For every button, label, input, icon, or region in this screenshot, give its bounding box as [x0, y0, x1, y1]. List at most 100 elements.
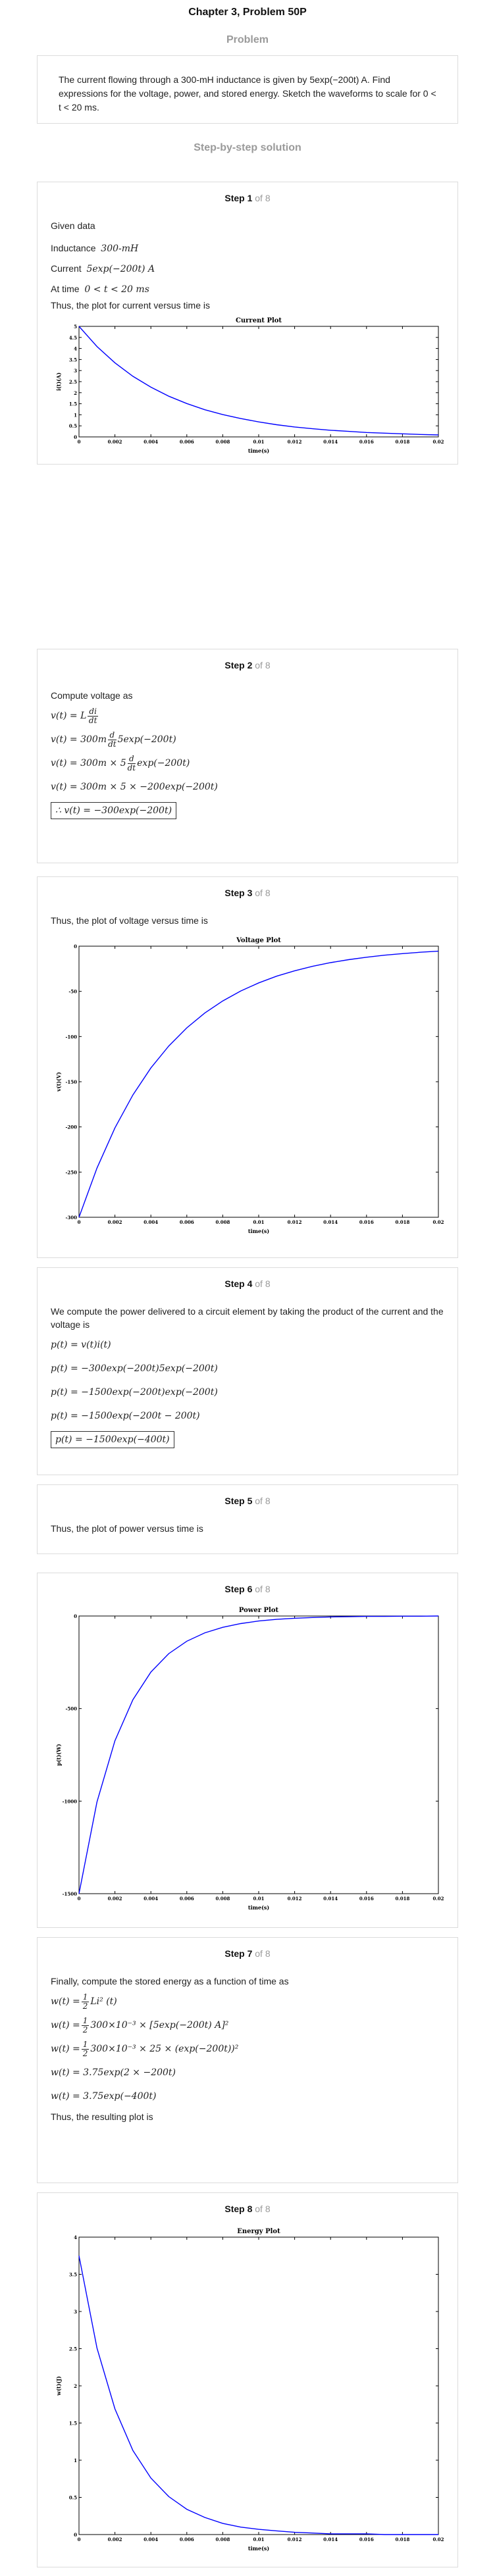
y-tick-label: 2.5	[69, 2346, 77, 2352]
solution-heading: Step-by-step solution	[194, 142, 301, 153]
step-4-card: Step 4 of 8 We compute the power deliver…	[37, 1267, 458, 1475]
step-7-card: Step 7 of 8 Finally, compute the stored …	[37, 1937, 458, 2183]
step-6-card: Step 6 of 8	[37, 1573, 458, 1928]
plot-frame	[78, 2236, 439, 2535]
y-tick-label: 3	[74, 368, 77, 374]
x-tick-label: 0.002	[108, 439, 122, 445]
chart-title: Power Plot	[239, 1607, 279, 1614]
series-line	[78, 326, 439, 436]
plot-frame	[78, 326, 439, 438]
y-tick-label: -150	[65, 1079, 77, 1085]
series-line	[78, 950, 439, 1218]
y-tick-label: 0.5	[69, 2495, 77, 2501]
x-axis-label: time(s)	[248, 2545, 270, 2552]
power-eq-2: p(t) = −300exp(−200t)5exp(−200t)	[51, 1363, 218, 1374]
step-title: Step 5 of 8	[224, 1496, 271, 1506]
x-tick-label: 0.004	[143, 439, 158, 445]
y-tick-label: 1	[74, 2458, 77, 2463]
x-axis-label: time(s)	[248, 447, 270, 454]
voltage-eq-2: v(t) = 300m d dt 5exp(−200t)	[51, 730, 176, 749]
power-result: p(t) = −1500exp(−400t)	[51, 1430, 444, 1450]
x-tick-label: 0.016	[359, 2537, 374, 2542]
x-tick-label: 0.008	[215, 1896, 230, 1902]
y-tick-label: 0.5	[69, 423, 77, 429]
x-tick-label: 0.006	[180, 439, 194, 445]
energy-eq-4: w(t) = 3.75exp(2 × −200t)	[51, 2067, 176, 2078]
page-title: Chapter 3, Problem 50P	[188, 7, 307, 18]
x-tick-label: 0.02	[432, 2537, 444, 2542]
x-tick-label: 0.008	[215, 1219, 230, 1225]
problem-text: The current flowing through a 300-mH ind…	[59, 74, 436, 113]
energy-eq-2: w(t) = 1 2 300×10⁻³ × [5exp(−200t) A]²	[51, 2015, 229, 2034]
x-tick-label: 0.002	[108, 1219, 122, 1225]
x-tick-label: 0.012	[288, 1896, 302, 1902]
problem-box: The current flowing through a 300-mH ind…	[37, 55, 458, 124]
step-5-card: Step 5 of 8 Thus, the plot of power vers…	[37, 1484, 458, 1554]
step-title: Step 1 of 8	[224, 193, 271, 203]
step-title: Step 7 of 8	[224, 1948, 271, 1959]
y-tick-label: 5	[74, 324, 77, 330]
x-tick-label: 0.018	[395, 439, 409, 445]
time-line: At time 0 < t < 20 ms	[51, 284, 149, 295]
x-tick-label: 0.006	[180, 1219, 194, 1225]
step-8-card: Step 8 of 8	[37, 2192, 458, 2567]
step-title: Step 6 of 8	[224, 1584, 271, 1594]
x-axis-label: time(s)	[248, 1228, 270, 1234]
y-tick-label: 1.5	[69, 2421, 77, 2427]
plot-frame	[78, 946, 439, 1218]
plot-intro: Thus, the plot for current versus time i…	[51, 300, 210, 311]
y-tick-label: 4	[74, 2235, 77, 2240]
current-line: Current 5exp(−200t) A	[51, 263, 155, 274]
y-tick-label: -50	[68, 989, 77, 995]
y-tick-label: 2	[74, 2383, 77, 2389]
step-title: Step 4 of 8	[224, 1278, 271, 1289]
energy-plot: Energy Plot 0 0.002 0.004 0.006 0.008 0.01 0.01…	[55, 2228, 444, 2552]
x-tick-label: 0.014	[323, 1219, 338, 1225]
energy-eq-1: w(t) = 1 2 Li² (t)	[51, 1992, 117, 2011]
x-tick-label: 0.006	[180, 2537, 194, 2542]
step4-intro: We compute the power delivered to a circ…	[51, 1306, 444, 1330]
x-tick-label: 0.004	[143, 1219, 158, 1225]
x-tick-label: 0.018	[395, 1219, 409, 1225]
x-tick-label: 0.004	[143, 1896, 158, 1902]
y-tick-label: 2.5	[69, 379, 77, 385]
step3-intro: Thus, the plot of voltage versus time is	[51, 915, 208, 926]
y-tick-label: 0	[74, 944, 77, 949]
voltage-eq-3: v(t) = 300m × 5 d dt exp(−200t)	[51, 753, 190, 772]
step-title: Step 8 of 8	[224, 2204, 271, 2214]
step2-intro: Compute voltage as	[51, 690, 133, 701]
y-tick-label: 4	[74, 346, 77, 352]
y-tick-label: -200	[65, 1124, 77, 1130]
power-eq-4: p(t) = −1500exp(−200t − 200t)	[51, 1411, 200, 1421]
y-tick-label: 3.5	[69, 357, 77, 363]
y-tick-label: 1	[74, 412, 77, 418]
x-tick-label: 0.012	[288, 2537, 302, 2542]
y-tick-label: 2	[74, 390, 77, 396]
voltage-plot: Voltage Plot 0 0.002 0.004 0.006 0.008 0.01 0.0…	[55, 937, 444, 1234]
x-tick-label: 0.014	[323, 439, 338, 445]
x-tick-label: 0.012	[288, 1219, 302, 1225]
x-tick-label: 0.012	[288, 439, 302, 445]
y-tick-label: -1500	[63, 1891, 78, 1897]
x-tick-label: 0.02	[432, 1219, 444, 1225]
power-eq-1: p(t) = v(t)i(t)	[51, 1340, 111, 1350]
step5-intro: Thus, the plot of power versus time is	[51, 1523, 203, 1534]
power-eq-3: p(t) = −1500exp(−200t)exp(−200t)	[51, 1387, 218, 1398]
series-line	[78, 1615, 439, 1894]
step-title: Step 2 of 8	[224, 660, 271, 670]
y-tick-label: -100	[65, 1034, 77, 1040]
voltage-eq-4: v(t) = 300m × 5 × −200exp(−200t)	[51, 782, 218, 792]
y-axis-label: i(t)(A)	[55, 372, 62, 391]
current-plot: Current Plot 0 0.002 0.004 0.006 0.008 0.01 0.0…	[55, 317, 444, 454]
x-tick-label: 0	[78, 2537, 81, 2542]
step-3-card: Step 3 of 8 Thus, the plot of voltage ve…	[37, 876, 458, 1258]
y-axis-label: v(t)(V)	[55, 1072, 62, 1092]
step7-intro: Finally, compute the stored energy as a …	[51, 1976, 289, 1986]
step7-outro: Thus, the resulting plot is	[51, 2111, 153, 2122]
energy-eq-5: w(t) = 3.75exp(−400t)	[51, 2091, 157, 2102]
plot-frame	[78, 1615, 439, 1894]
power-plot: Power Plot 0 0.002 0.004 0.006 0.008 0.01 0.012…	[55, 1607, 444, 1911]
y-axis-label: p(t)(W)	[55, 1744, 62, 1766]
